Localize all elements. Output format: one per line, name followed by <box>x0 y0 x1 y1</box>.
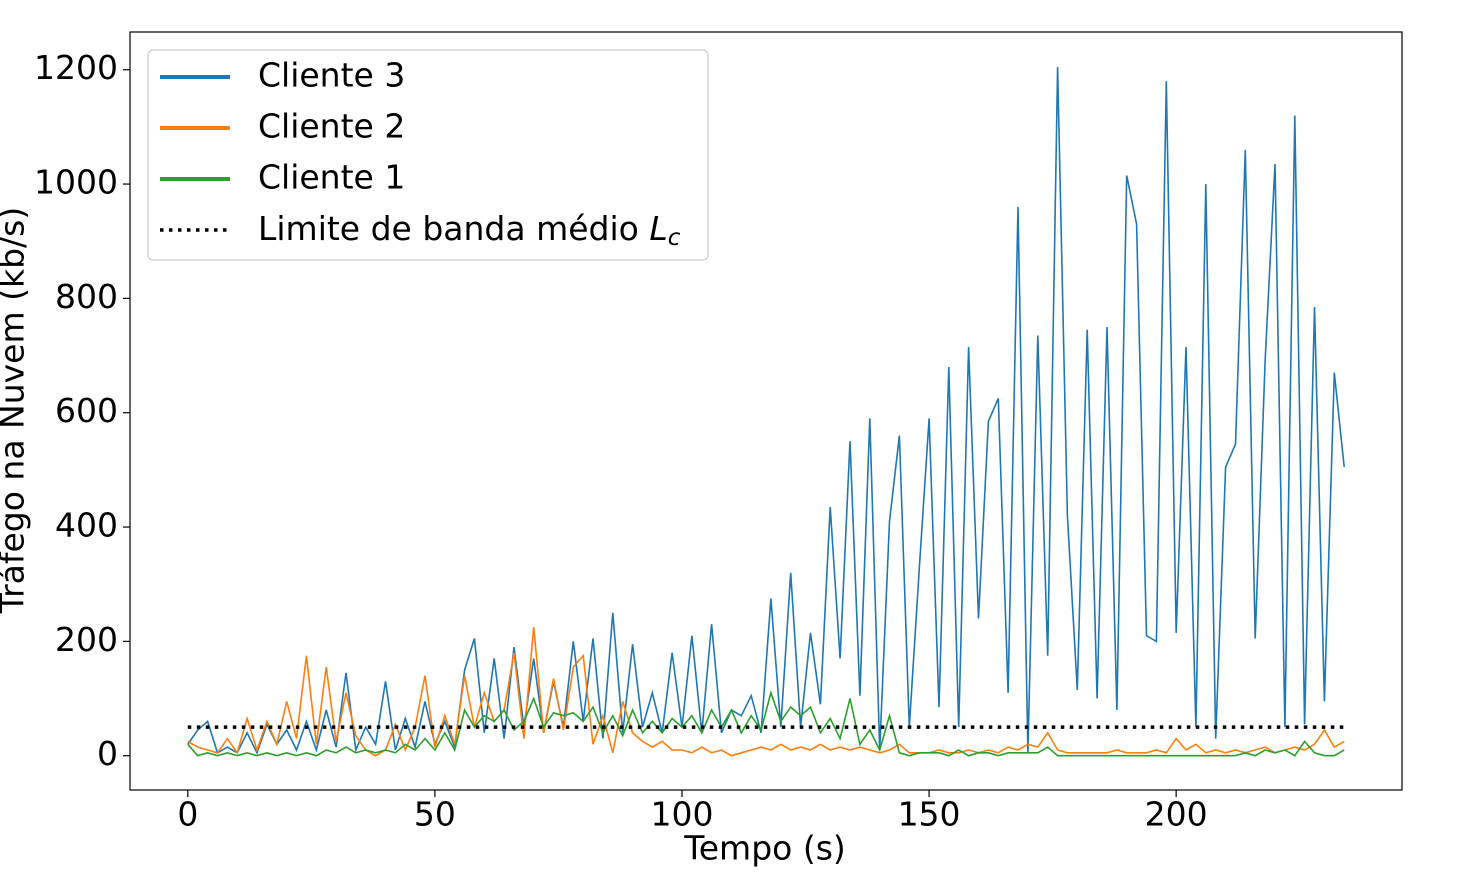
x-axis-label: Tempo (s) <box>683 829 846 868</box>
y-tick-label: 0 <box>97 734 118 773</box>
y-axis-label: Tráfego na Nuvem (kb/s) <box>0 207 32 614</box>
series-line <box>187 66 1345 755</box>
series-line <box>187 627 1345 757</box>
x-tick-label: 100 <box>650 795 713 834</box>
y-tick-label: 600 <box>55 391 118 430</box>
x-tick-label: 0 <box>177 795 198 834</box>
x-tick-label: 50 <box>414 795 456 834</box>
series-line <box>187 690 1345 757</box>
y-tick-label: 1200 <box>34 48 118 87</box>
plot-frame <box>129 31 1403 791</box>
legend-label: Cliente 3 <box>258 56 405 95</box>
y-tick-label: 800 <box>55 277 118 316</box>
legend-box <box>147 49 709 261</box>
x-tick-label: 150 <box>898 795 961 834</box>
legend-label: Limite de banda médio Lc <box>258 209 681 251</box>
y-tick-label: 1000 <box>34 163 118 202</box>
y-tick-label: 400 <box>55 506 118 545</box>
legend-label: Cliente 1 <box>258 158 405 197</box>
x-tick-label: 200 <box>1145 795 1208 834</box>
legend-label: Cliente 2 <box>258 107 405 146</box>
y-tick-label: 200 <box>55 620 118 659</box>
